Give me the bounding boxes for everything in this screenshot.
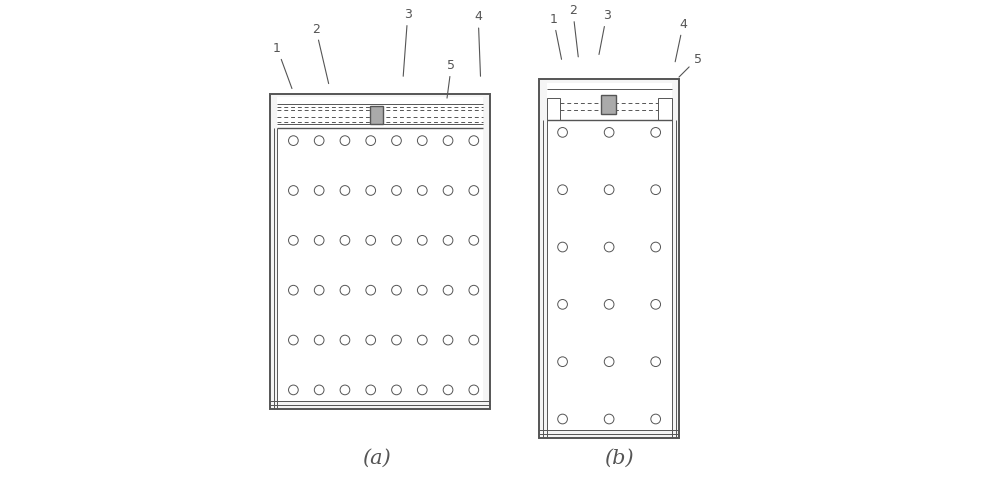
Text: 2: 2 — [569, 4, 578, 58]
Text: (b): (b) — [604, 448, 634, 467]
Bar — [547, 98, 560, 121]
Bar — [270, 94, 490, 409]
Text: 4: 4 — [474, 11, 482, 77]
Text: 5: 5 — [679, 53, 702, 78]
Bar — [539, 80, 679, 438]
Text: 2: 2 — [312, 23, 329, 84]
Text: 5: 5 — [447, 59, 456, 99]
Text: 1: 1 — [549, 13, 562, 60]
Bar — [277, 129, 483, 401]
Bar — [547, 121, 672, 430]
Bar — [601, 95, 616, 115]
Bar — [658, 98, 672, 121]
Text: 4: 4 — [675, 18, 687, 62]
Bar — [547, 84, 672, 121]
Text: 3: 3 — [599, 9, 611, 55]
Bar — [277, 98, 483, 129]
Text: 3: 3 — [403, 8, 412, 77]
Bar — [370, 106, 383, 125]
Text: 1: 1 — [273, 42, 292, 90]
Text: (a): (a) — [362, 448, 391, 467]
